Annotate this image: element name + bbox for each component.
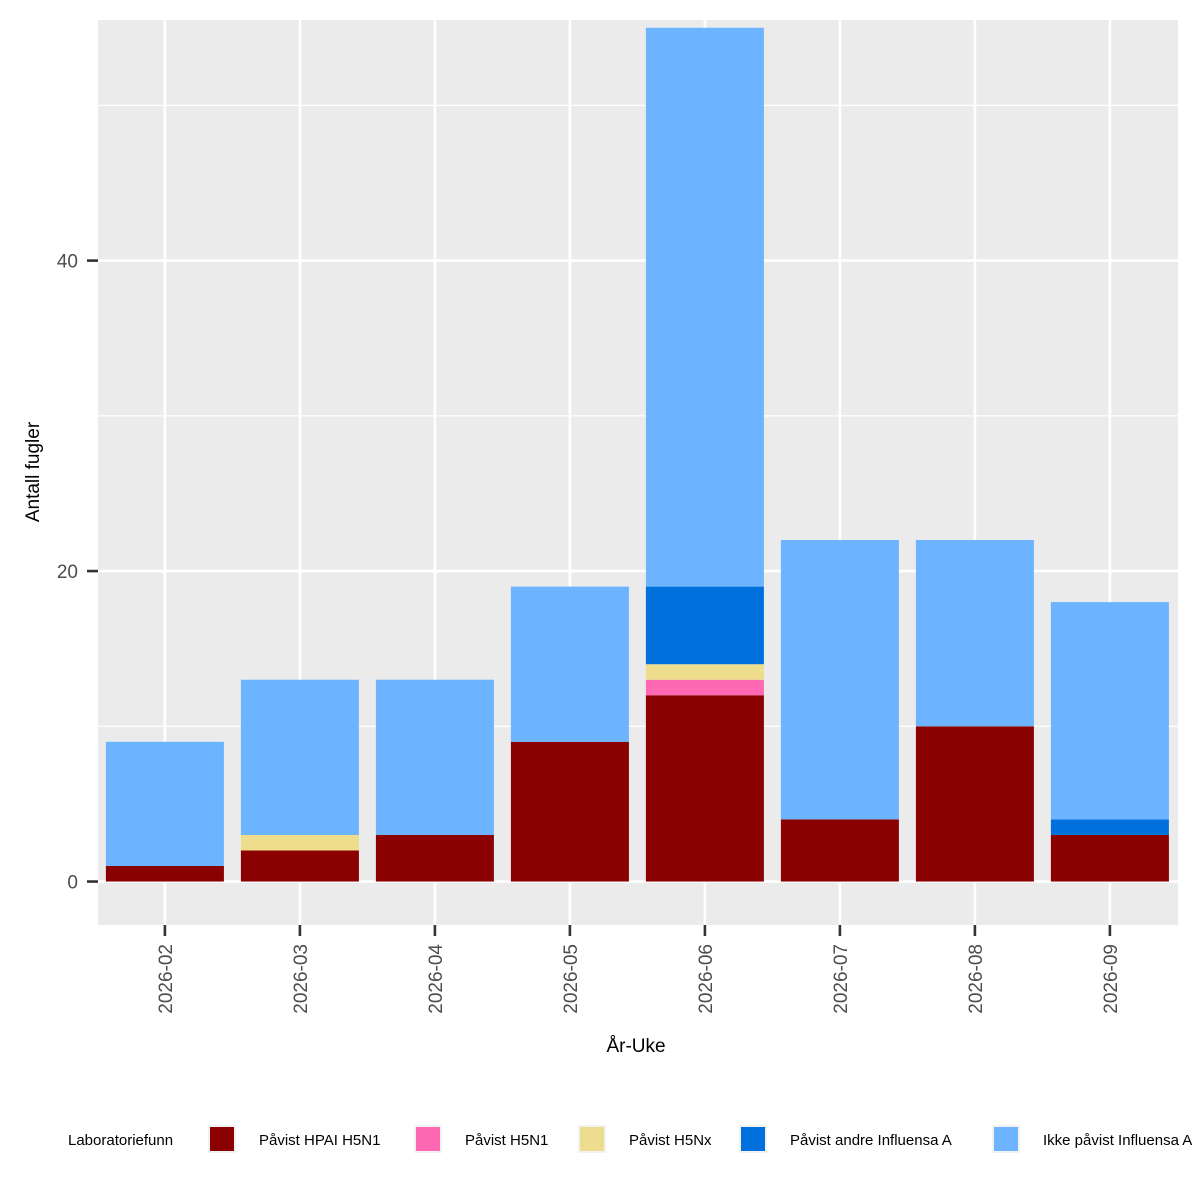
bar-segment xyxy=(645,664,764,680)
y-axis-title: Antall fugler xyxy=(23,421,44,522)
x-tick-label: 2026-04 xyxy=(426,944,447,1014)
legend: Laboratoriefunn Påvist HPAI H5N1 Påvist H… xyxy=(68,1125,1192,1153)
legend-swatch xyxy=(210,1127,234,1151)
legend-title: Laboratoriefunn xyxy=(68,1132,173,1149)
y-tick-label: 20 xyxy=(57,562,78,583)
legend-label: Ikke påvist Influensa A xyxy=(1043,1132,1192,1149)
bars xyxy=(105,27,1169,882)
bar-segment xyxy=(105,741,224,867)
bar-segment xyxy=(510,586,629,742)
x-tick-label: 2026-03 xyxy=(291,944,312,1014)
legend-label: Påvist H5N1 xyxy=(465,1132,548,1149)
legend-label: Påvist H5Nx xyxy=(629,1132,712,1149)
bar-segment xyxy=(240,834,359,851)
bar-segment xyxy=(780,540,899,820)
bar-segment xyxy=(1050,834,1169,882)
x-tick-label: 2026-08 xyxy=(966,944,987,1014)
legend-swatch xyxy=(994,1127,1018,1151)
legend-label: Påvist HPAI H5N1 xyxy=(259,1132,380,1149)
bar-segment xyxy=(915,726,1034,882)
bar-segment xyxy=(240,850,359,882)
bar-segment xyxy=(240,679,359,835)
legend-swatch xyxy=(741,1127,765,1151)
bar-segment xyxy=(645,679,764,696)
x-tick-label: 2026-05 xyxy=(561,944,582,1014)
bar-segment xyxy=(780,819,899,882)
bar-segment xyxy=(375,679,494,835)
bar-segment xyxy=(645,695,764,882)
bar-segment xyxy=(105,866,224,882)
x-tick-label: 2026-06 xyxy=(696,944,717,1014)
legend-swatch xyxy=(416,1127,440,1151)
x-axis-title: År-Uke xyxy=(606,1036,665,1057)
bar-segment xyxy=(375,834,494,882)
y-tick-label: 40 xyxy=(57,252,78,273)
bar-segment xyxy=(645,27,764,587)
legend-swatch xyxy=(580,1127,604,1151)
y-tick-label: 0 xyxy=(67,873,78,894)
x-tick-label: 2026-07 xyxy=(831,944,852,1014)
axes: 0 20 40 2026-02 2026-03 2026-04 2026-05 2026-06… xyxy=(57,252,1122,1014)
bar-segment xyxy=(1050,819,1169,835)
bar-segment xyxy=(915,540,1034,727)
bar-segment xyxy=(1050,602,1169,820)
legend-label: Påvist andre Influensa A xyxy=(790,1132,952,1149)
bar-segment xyxy=(645,586,764,665)
bar-segment xyxy=(510,741,629,882)
x-tick-label: 2026-09 xyxy=(1101,944,1122,1014)
x-tick-label: 2026-02 xyxy=(156,944,177,1014)
